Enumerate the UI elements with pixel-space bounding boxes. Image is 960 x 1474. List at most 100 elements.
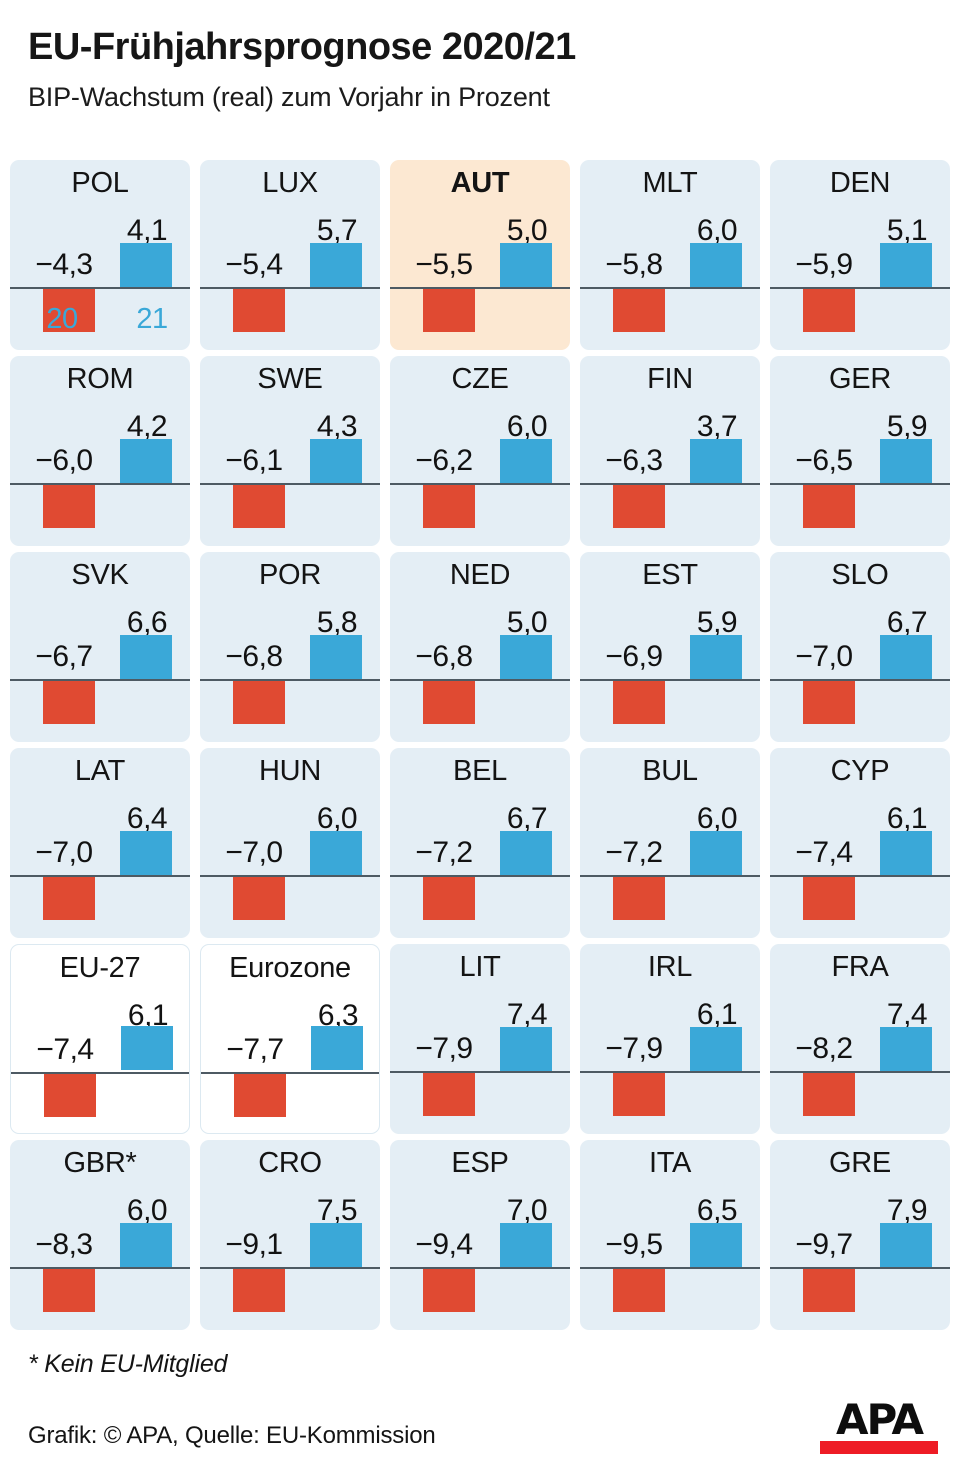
country-card-gbr-[interactable]: GBR* 6,0 −8,3 <box>10 1140 190 1330</box>
country-card-svk[interactable]: SVK 6,6 −6,7 <box>10 552 190 742</box>
bar-2021 <box>880 439 932 483</box>
bar-2020 <box>44 1074 96 1117</box>
country-label: MLT <box>642 167 698 199</box>
bar-2021 <box>121 1026 173 1070</box>
value-2021: 6,0 <box>696 214 738 247</box>
country-label: Eurozone <box>229 952 351 984</box>
value-2020: −6,8 <box>415 640 473 673</box>
bar-2020 <box>803 877 855 920</box>
country-card-eu-27[interactable]: EU-27 6,1 −7,4 <box>10 944 190 1134</box>
country-label: AUT <box>450 167 510 199</box>
country-card-irl[interactable]: IRL 6,1 −7,9 <box>580 944 760 1134</box>
zero-line <box>390 875 570 877</box>
country-card-lit[interactable]: LIT 7,4 −7,9 <box>390 944 570 1134</box>
zero-line <box>10 1267 190 1269</box>
bar-2020 <box>43 289 95 332</box>
bar-2020 <box>803 485 855 528</box>
country-card-bul[interactable]: BUL 6,0 −7,2 <box>580 748 760 938</box>
bar-2021 <box>120 831 172 875</box>
bar-2021 <box>120 439 172 483</box>
zero-line <box>11 1072 189 1074</box>
country-card-ger[interactable]: GER 5,9 −6,5 <box>770 356 950 546</box>
country-card-por[interactable]: POR 5,8 −6,8 <box>200 552 380 742</box>
country-card-aut[interactable]: AUT 5,0 −5,5 <box>390 160 570 350</box>
country-card-ita[interactable]: ITA 6,5 −9,5 <box>580 1140 760 1330</box>
bar-2021 <box>310 243 362 287</box>
bar-2020 <box>803 1073 855 1116</box>
country-card-mlt[interactable]: MLT 6,0 −5,8 <box>580 160 760 350</box>
value-2020: −9,7 <box>795 1228 853 1261</box>
country-label: BEL <box>453 755 507 787</box>
country-card-den[interactable]: DEN 5,1 −5,9 <box>770 160 950 350</box>
country-label: ROM <box>66 363 134 395</box>
country-label: GER <box>829 363 891 395</box>
value-2021: 5,1 <box>886 214 928 247</box>
bar-2020 <box>43 681 95 724</box>
zero-line <box>770 287 950 289</box>
zero-line <box>10 483 190 485</box>
zero-line <box>200 1267 380 1269</box>
zero-line <box>200 679 380 681</box>
bar-2021 <box>880 831 932 875</box>
bar-2020 <box>233 289 285 332</box>
country-card-lux[interactable]: LUX 5,7 −5,4 <box>200 160 380 350</box>
value-2021: 4,1 <box>126 214 168 247</box>
country-card-cro[interactable]: CRO 7,5 −9,1 <box>200 1140 380 1330</box>
bar-2021 <box>120 1223 172 1267</box>
country-card-cyp[interactable]: CYP 6,1 −7,4 <box>770 748 950 938</box>
zero-line <box>770 679 950 681</box>
country-card-fin[interactable]: FIN 3,7 −6,3 <box>580 356 760 546</box>
apa-logo: APA <box>820 1395 938 1454</box>
country-card-rom[interactable]: ROM 4,2 −6,0 <box>10 356 190 546</box>
country-card-cze[interactable]: CZE 6,0 −6,2 <box>390 356 570 546</box>
bar-2020 <box>43 877 95 920</box>
country-card-bel[interactable]: BEL 6,7 −7,2 <box>390 748 570 938</box>
value-2020: −7,2 <box>605 836 663 869</box>
value-2021: 6,0 <box>316 802 358 835</box>
value-2021: 7,4 <box>506 998 548 1031</box>
country-card-est[interactable]: EST 5,9 −6,9 <box>580 552 760 742</box>
country-label: SVK <box>71 559 129 591</box>
country-card-hun[interactable]: HUN 6,0 −7,0 <box>200 748 380 938</box>
bar-2020 <box>423 485 475 528</box>
zero-line <box>770 875 950 877</box>
zero-line <box>390 679 570 681</box>
zero-line <box>10 287 190 289</box>
bar-2021 <box>500 243 552 287</box>
country-label: CZE <box>451 363 509 395</box>
country-card-esp[interactable]: ESP 7,0 −9,4 <box>390 1140 570 1330</box>
value-2020: −9,1 <box>225 1228 283 1261</box>
value-2020: −5,4 <box>225 248 283 281</box>
apa-logo-bar <box>820 1440 938 1454</box>
apa-logo-text: APA <box>836 1395 924 1444</box>
value-2021: 7,5 <box>316 1194 358 1227</box>
country-card-slo[interactable]: SLO 6,7 −7,0 <box>770 552 950 742</box>
year-legend: 20 21 <box>10 303 190 336</box>
value-2020: −7,9 <box>605 1032 663 1065</box>
country-label: LUX <box>262 167 318 199</box>
country-card-grid: POL 4,1 −4,3 20 21 LUX 5,7 −5,4 AUT 5,0 −5,5 MLT 6,0… <box>10 160 952 1330</box>
country-card-pol[interactable]: POL 4,1 −4,3 20 21 <box>10 160 190 350</box>
value-2021: 6,5 <box>696 1194 738 1227</box>
value-2020: −7,4 <box>795 836 853 869</box>
bar-2020 <box>803 681 855 724</box>
value-2020: −8,2 <box>795 1032 853 1065</box>
value-2021: 6,0 <box>696 802 738 835</box>
country-label: SLO <box>831 559 889 591</box>
page-subtitle: BIP-Wachstum (real) zum Vorjahr in Proze… <box>28 81 550 112</box>
bar-2020 <box>613 1269 665 1312</box>
country-label: POR <box>259 559 321 591</box>
zero-line <box>10 679 190 681</box>
bar-2021 <box>310 831 362 875</box>
country-card-swe[interactable]: SWE 4,3 −6,1 <box>200 356 380 546</box>
zero-line <box>390 483 570 485</box>
zero-line <box>200 875 380 877</box>
country-card-gre[interactable]: GRE 7,9 −9,7 <box>770 1140 950 1330</box>
country-card-eurozone[interactable]: Eurozone 6,3 −7,7 <box>200 944 380 1134</box>
country-label: FIN <box>647 363 693 395</box>
bar-2021 <box>310 439 362 483</box>
country-card-ned[interactable]: NED 5,0 −6,8 <box>390 552 570 742</box>
country-card-fra[interactable]: FRA 7,4 −8,2 <box>770 944 950 1134</box>
country-card-lat[interactable]: LAT 6,4 −7,0 <box>10 748 190 938</box>
country-label: EST <box>642 559 698 591</box>
